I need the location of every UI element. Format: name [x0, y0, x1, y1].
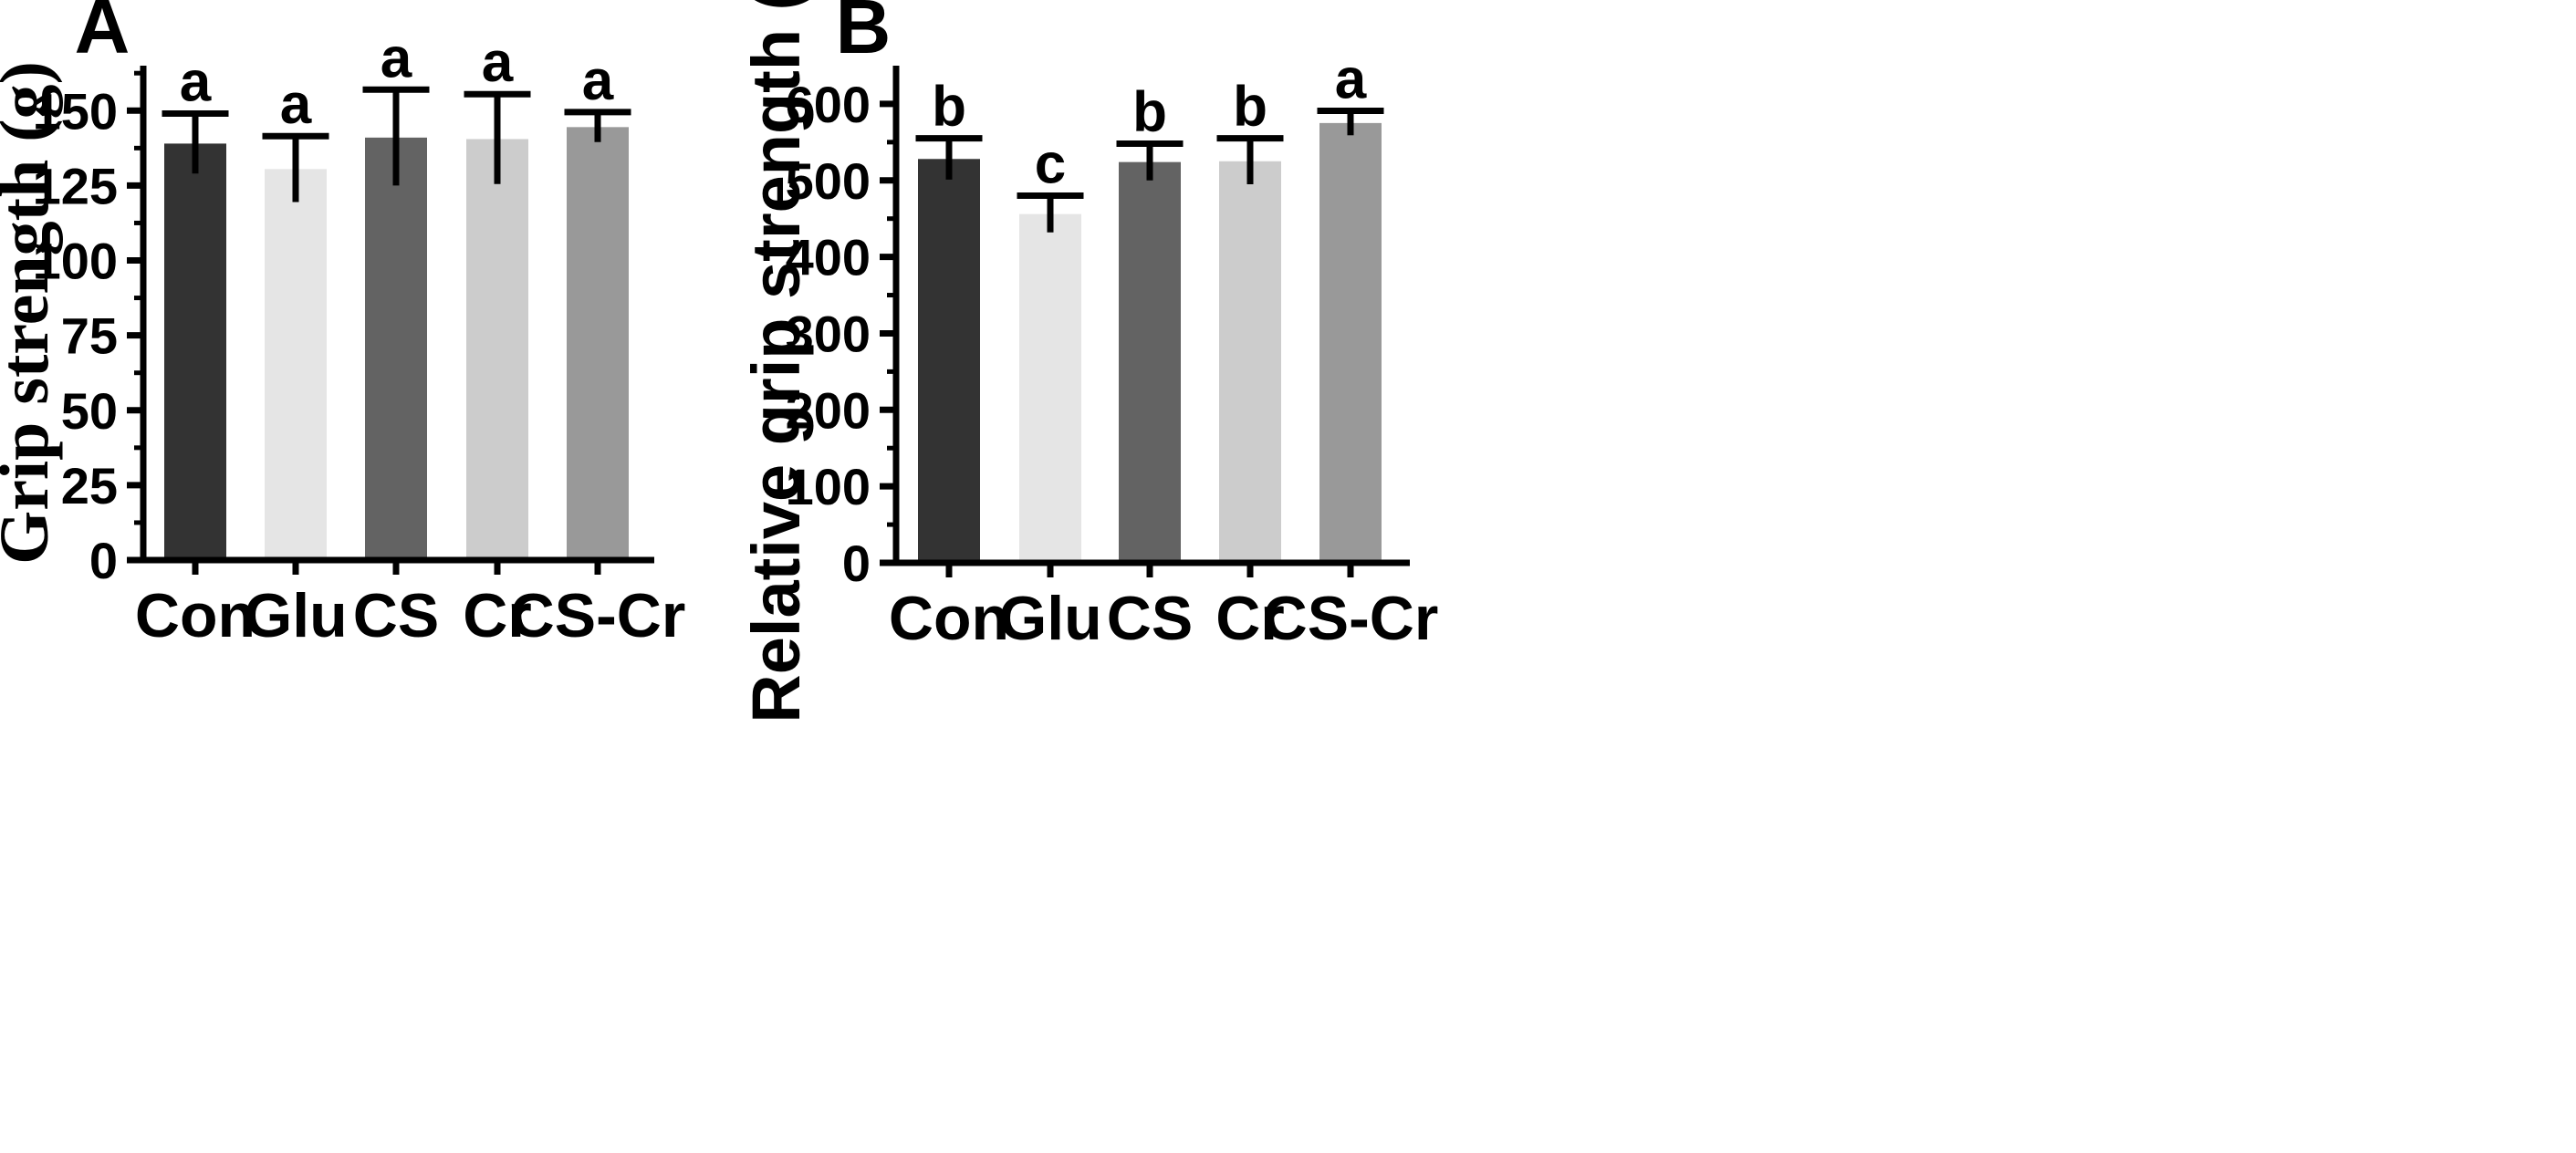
y-tick-label: 300	[786, 305, 871, 362]
y-tick-label: 50	[61, 382, 118, 440]
significance-label: c	[1035, 133, 1066, 196]
significance-label: a	[381, 26, 412, 89]
panel-b: Bb Con c Glu b CS b Cr a CS-Cr 0 100 200 300 400 500 600…	[738, 0, 1438, 723]
significance-label: a	[180, 51, 212, 114]
bar-cs	[1119, 161, 1181, 563]
x-tick-label: Con	[889, 584, 1009, 653]
bar-cs-cr	[1319, 122, 1382, 563]
bar-con	[164, 143, 226, 560]
y-tick-label: 200	[786, 381, 871, 439]
y-tick-label: 25	[61, 457, 118, 514]
x-tick-label: CS-Cr	[510, 581, 686, 650]
x-tick-label: Con	[135, 581, 256, 650]
y-tick-label: 100	[786, 458, 871, 515]
x-tick-label: Cr	[1215, 584, 1285, 653]
y-axis-label: Relative grip strength (%)	[738, 0, 814, 723]
x-tick-label: Glu	[998, 584, 1101, 653]
bar-glu	[1019, 213, 1081, 563]
y-tick-label: 150	[33, 82, 118, 140]
y-tick-label: 500	[786, 152, 871, 210]
bar-cs-cr	[567, 127, 629, 560]
bar-con	[918, 159, 980, 564]
y-tick-label: 0	[89, 532, 118, 589]
y-axis-label: Grip strength (g)	[0, 61, 63, 565]
bar-glu	[265, 169, 327, 560]
significance-label: a	[482, 31, 514, 94]
panel-letter: B	[836, 0, 892, 69]
bar-cs	[365, 137, 427, 560]
x-tick-label: CS-Cr	[1263, 584, 1439, 653]
x-tick-label: CS	[1107, 584, 1193, 653]
y-tick-label: 75	[61, 307, 118, 365]
y-tick-label: 400	[786, 229, 871, 286]
significance-label: b	[932, 76, 966, 139]
significance-label: a	[1335, 47, 1367, 110]
x-tick-label: CS	[353, 581, 439, 650]
y-tick-label: 600	[786, 76, 871, 133]
significance-label: b	[1132, 81, 1167, 144]
x-tick-label: Glu	[244, 581, 347, 650]
panel-a: Aa Con a Glu a CS a Cr a CS-Cr 0 25 50 75 100 125 150Gri…	[0, 0, 685, 650]
significance-label: b	[1233, 76, 1267, 139]
bar-cr	[466, 139, 528, 560]
bar-cr	[1219, 161, 1281, 564]
panel-letter: A	[75, 0, 130, 69]
y-tick-label: 100	[33, 233, 118, 290]
significance-label: a	[280, 73, 312, 136]
x-tick-label: Cr	[463, 581, 532, 650]
significance-label: a	[582, 49, 614, 112]
y-tick-label: 0	[842, 535, 871, 592]
y-tick-label: 125	[33, 157, 118, 214]
